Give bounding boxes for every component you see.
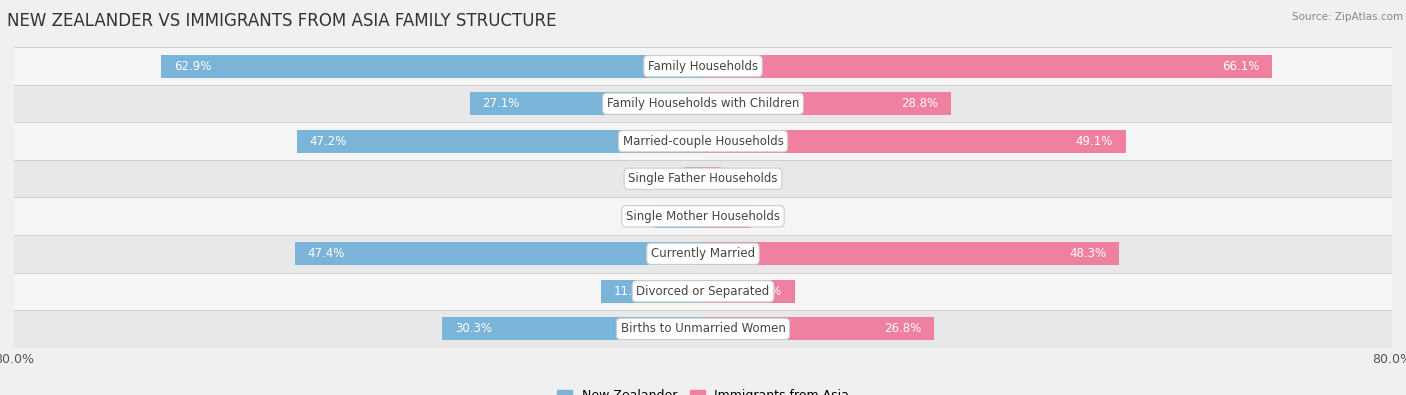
Bar: [14, 47, 1392, 85]
Bar: [703, 280, 796, 303]
Bar: [162, 55, 703, 78]
Bar: [14, 160, 1392, 198]
Text: 2.1%: 2.1%: [678, 172, 709, 185]
Bar: [470, 92, 703, 115]
Legend: New Zealander, Immigrants from Asia: New Zealander, Immigrants from Asia: [551, 384, 855, 395]
Text: Single Mother Households: Single Mother Households: [626, 210, 780, 223]
Bar: [14, 122, 1392, 160]
Bar: [703, 205, 751, 228]
Text: 5.6%: 5.6%: [668, 210, 697, 223]
Text: 2.1%: 2.1%: [697, 172, 728, 185]
Text: 11.9%: 11.9%: [613, 285, 651, 298]
Text: 49.1%: 49.1%: [1076, 135, 1114, 148]
Bar: [297, 130, 703, 153]
Text: Single Father Households: Single Father Households: [628, 172, 778, 185]
Text: NEW ZEALANDER VS IMMIGRANTS FROM ASIA FAMILY STRUCTURE: NEW ZEALANDER VS IMMIGRANTS FROM ASIA FA…: [7, 12, 557, 30]
Bar: [14, 235, 1392, 273]
Bar: [703, 130, 1126, 153]
Text: 47.2%: 47.2%: [309, 135, 347, 148]
Text: 10.7%: 10.7%: [745, 285, 782, 298]
Bar: [14, 85, 1392, 122]
Bar: [295, 242, 703, 265]
Text: 66.1%: 66.1%: [1222, 60, 1260, 73]
Text: Source: ZipAtlas.com: Source: ZipAtlas.com: [1292, 12, 1403, 22]
Bar: [600, 280, 703, 303]
Bar: [14, 310, 1392, 348]
Bar: [703, 167, 721, 190]
Text: 26.8%: 26.8%: [883, 322, 921, 335]
Bar: [703, 92, 950, 115]
Bar: [14, 198, 1392, 235]
Text: Currently Married: Currently Married: [651, 247, 755, 260]
Bar: [703, 317, 934, 340]
Text: 28.8%: 28.8%: [901, 97, 938, 110]
Text: Divorced or Separated: Divorced or Separated: [637, 285, 769, 298]
Text: 47.4%: 47.4%: [308, 247, 344, 260]
Text: 48.3%: 48.3%: [1069, 247, 1107, 260]
Text: Married-couple Households: Married-couple Households: [623, 135, 783, 148]
Bar: [655, 205, 703, 228]
Bar: [685, 167, 703, 190]
Text: Family Households with Children: Family Households with Children: [607, 97, 799, 110]
Text: Births to Unmarried Women: Births to Unmarried Women: [620, 322, 786, 335]
Text: Family Households: Family Households: [648, 60, 758, 73]
Text: 30.3%: 30.3%: [456, 322, 492, 335]
Bar: [703, 242, 1119, 265]
Bar: [441, 317, 703, 340]
Text: 5.6%: 5.6%: [709, 210, 738, 223]
Bar: [14, 273, 1392, 310]
Bar: [703, 55, 1272, 78]
Text: 62.9%: 62.9%: [174, 60, 212, 73]
Text: 27.1%: 27.1%: [482, 97, 520, 110]
